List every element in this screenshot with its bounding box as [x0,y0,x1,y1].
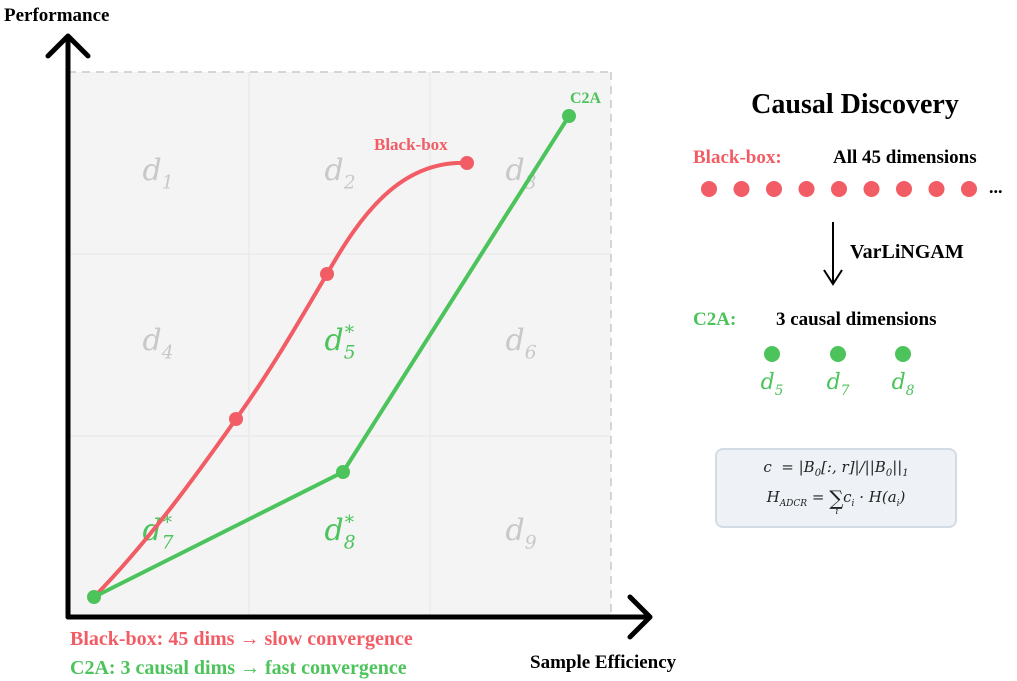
blackbox-curve-label: Black-box [374,135,448,154]
c2a-points [87,109,576,604]
dimension-cell-d4: d4 [142,323,173,363]
dots-ellipsis: ... [989,177,1003,197]
causal-dimension-label-d5: d5 [761,370,784,399]
dimension-cell-d9: d9 [505,513,536,553]
down-arrow-icon [823,222,843,286]
dimension-cell-d8: d8* [324,513,355,554]
blackbox-dimension-dot [961,181,977,197]
x-axis-arrowhead [627,594,653,640]
axes [45,33,653,640]
panel-c2a-label: C2A: [693,309,736,330]
blackbox-dimension-dot [863,181,880,197]
plot-dashed-border [68,71,612,617]
c2a-curve-label: C2A [570,90,602,107]
formula-causal-weight: c = |B0[:, r]|/||B0||1 [763,458,909,479]
dimension-cell-labels: d1 d2 d3 d4 d5* d6 d7* d8* d9 [142,153,536,553]
blackbox-dimension-dot [701,181,717,197]
causal-dimension-dot [830,346,846,362]
blackbox-point [320,267,334,281]
dimension-cell-d1: d1 [142,153,173,193]
blackbox-dimension-dot [798,181,815,197]
blackbox-point [229,412,243,426]
c2a-point [336,465,350,479]
blackbox-point [460,156,474,170]
dimension-cell-d6: d6 [505,323,536,363]
dimension-cell-d5: d5* [324,323,355,364]
x-axis-label: Sample Efficiency [530,652,677,673]
method-label: VarLiNGAM [850,241,964,263]
panel-title: Causal Discovery [751,89,959,120]
blackbox-curve [92,160,469,599]
formula-adcr-entropy: HADCR = ∑i ci · H(ai) [766,486,906,517]
causal-dimension-dot [764,346,780,362]
legend-c2a: C2A: 3 causal dims → fast convergence [70,657,407,679]
blackbox-dimension-dots [701,181,977,197]
dimension-cell-d7: d7* [142,513,173,554]
causal-dimension-dots: d5 d7 d8 [761,346,915,399]
causal-dimension-dot [895,346,911,362]
panel-blackbox-label: Black-box: [693,147,782,168]
blackbox-dimension-dot [928,181,945,197]
causal-dimension-label-d7: d7 [827,370,850,399]
origin-point [87,590,101,604]
y-axis-arrowhead [45,33,91,59]
panel-c2a-desc: 3 causal dimensions [776,309,936,330]
blackbox-dimension-dot [733,181,750,197]
blackbox-dimension-dot [896,181,912,197]
y-axis-label: Performance [4,5,110,26]
legend-blackbox: Black-box: 45 dims → slow convergence [70,628,413,650]
dimension-cell-d2: d2 [324,153,355,193]
dimension-cell-d3: d3 [505,153,536,193]
causal-dimension-label-d8: d8 [892,370,915,399]
blackbox-points [229,156,474,426]
panel-blackbox-desc: All 45 dimensions [833,147,977,168]
formula-box: c = |B0[:, r]|/||B0||1 HADCR = ∑i ci · H… [715,448,957,528]
c2a-point [562,109,576,123]
blackbox-dimension-dot [766,181,782,197]
blackbox-dimension-dot [831,181,847,197]
